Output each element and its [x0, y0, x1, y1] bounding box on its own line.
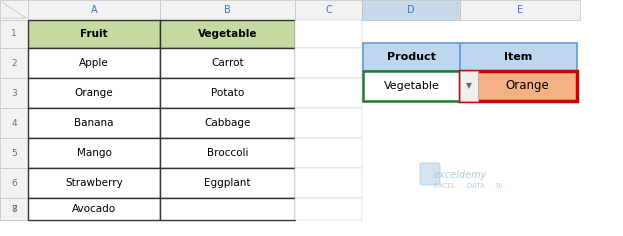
- Text: Cabbage: Cabbage: [204, 118, 250, 128]
- Bar: [295, 78, 362, 108]
- Text: 4: 4: [11, 118, 17, 127]
- Text: Item: Item: [505, 52, 533, 62]
- Bar: [160, 0, 295, 20]
- Bar: [160, 198, 295, 220]
- Bar: [160, 48, 295, 78]
- Bar: [362, 0, 460, 20]
- Bar: [0, 198, 28, 220]
- Bar: [363, 71, 460, 101]
- Bar: [460, 0, 580, 20]
- Text: Vegetable: Vegetable: [384, 81, 439, 91]
- Text: D: D: [407, 5, 415, 15]
- Text: exceldemy: exceldemy: [434, 170, 487, 180]
- Bar: [0, 78, 28, 108]
- Text: Potato: Potato: [211, 88, 244, 98]
- Bar: [28, 138, 160, 168]
- Bar: [295, 20, 362, 48]
- Text: B: B: [224, 5, 231, 15]
- Bar: [295, 108, 362, 138]
- Bar: [0, 48, 28, 78]
- Bar: [0, 138, 28, 168]
- Text: Fruit: Fruit: [80, 29, 108, 39]
- Bar: [160, 138, 295, 168]
- Bar: [28, 20, 160, 48]
- Bar: [460, 71, 577, 101]
- Text: Banana: Banana: [74, 118, 114, 128]
- Bar: [28, 0, 160, 20]
- Text: Mango: Mango: [77, 148, 112, 158]
- Bar: [460, 43, 577, 71]
- Text: Avocado: Avocado: [72, 204, 116, 214]
- Bar: [160, 168, 295, 198]
- Bar: [0, 168, 28, 198]
- Text: 5: 5: [11, 148, 17, 157]
- Bar: [28, 48, 160, 78]
- Text: Vegetable: Vegetable: [197, 29, 257, 39]
- Bar: [363, 43, 460, 71]
- FancyBboxPatch shape: [420, 163, 440, 185]
- Text: Eggplant: Eggplant: [204, 178, 250, 188]
- Text: Orange: Orange: [506, 80, 549, 93]
- Text: 8: 8: [11, 205, 17, 214]
- Bar: [28, 108, 160, 138]
- Text: E: E: [517, 5, 523, 15]
- Text: ▼: ▼: [466, 81, 472, 90]
- Bar: [295, 198, 362, 220]
- Bar: [460, 71, 478, 101]
- Text: 1: 1: [11, 30, 17, 38]
- Bar: [160, 108, 295, 138]
- Text: 7: 7: [11, 205, 17, 214]
- Bar: [0, 198, 28, 220]
- Text: 3: 3: [11, 88, 17, 97]
- Text: C: C: [325, 5, 332, 15]
- Bar: [295, 48, 362, 78]
- Bar: [28, 78, 160, 108]
- Bar: [0, 20, 28, 48]
- Bar: [295, 138, 362, 168]
- Bar: [160, 78, 295, 108]
- Bar: [295, 168, 362, 198]
- Text: Strawberry: Strawberry: [65, 178, 123, 188]
- Bar: [160, 20, 295, 48]
- Text: Orange: Orange: [75, 88, 113, 98]
- Bar: [0, 0, 28, 20]
- Bar: [28, 168, 160, 198]
- Text: Apple: Apple: [79, 58, 109, 68]
- Text: A: A: [91, 5, 97, 15]
- Bar: [28, 198, 160, 220]
- Text: 2: 2: [11, 59, 17, 67]
- Text: EXCEL  ·  DATA  ·  BI: EXCEL · DATA · BI: [434, 183, 503, 189]
- Bar: [295, 0, 362, 20]
- Text: Product: Product: [387, 52, 436, 62]
- Text: Broccoli: Broccoli: [207, 148, 248, 158]
- Text: Carrot: Carrot: [211, 58, 244, 68]
- Bar: [0, 108, 28, 138]
- Text: 6: 6: [11, 178, 17, 187]
